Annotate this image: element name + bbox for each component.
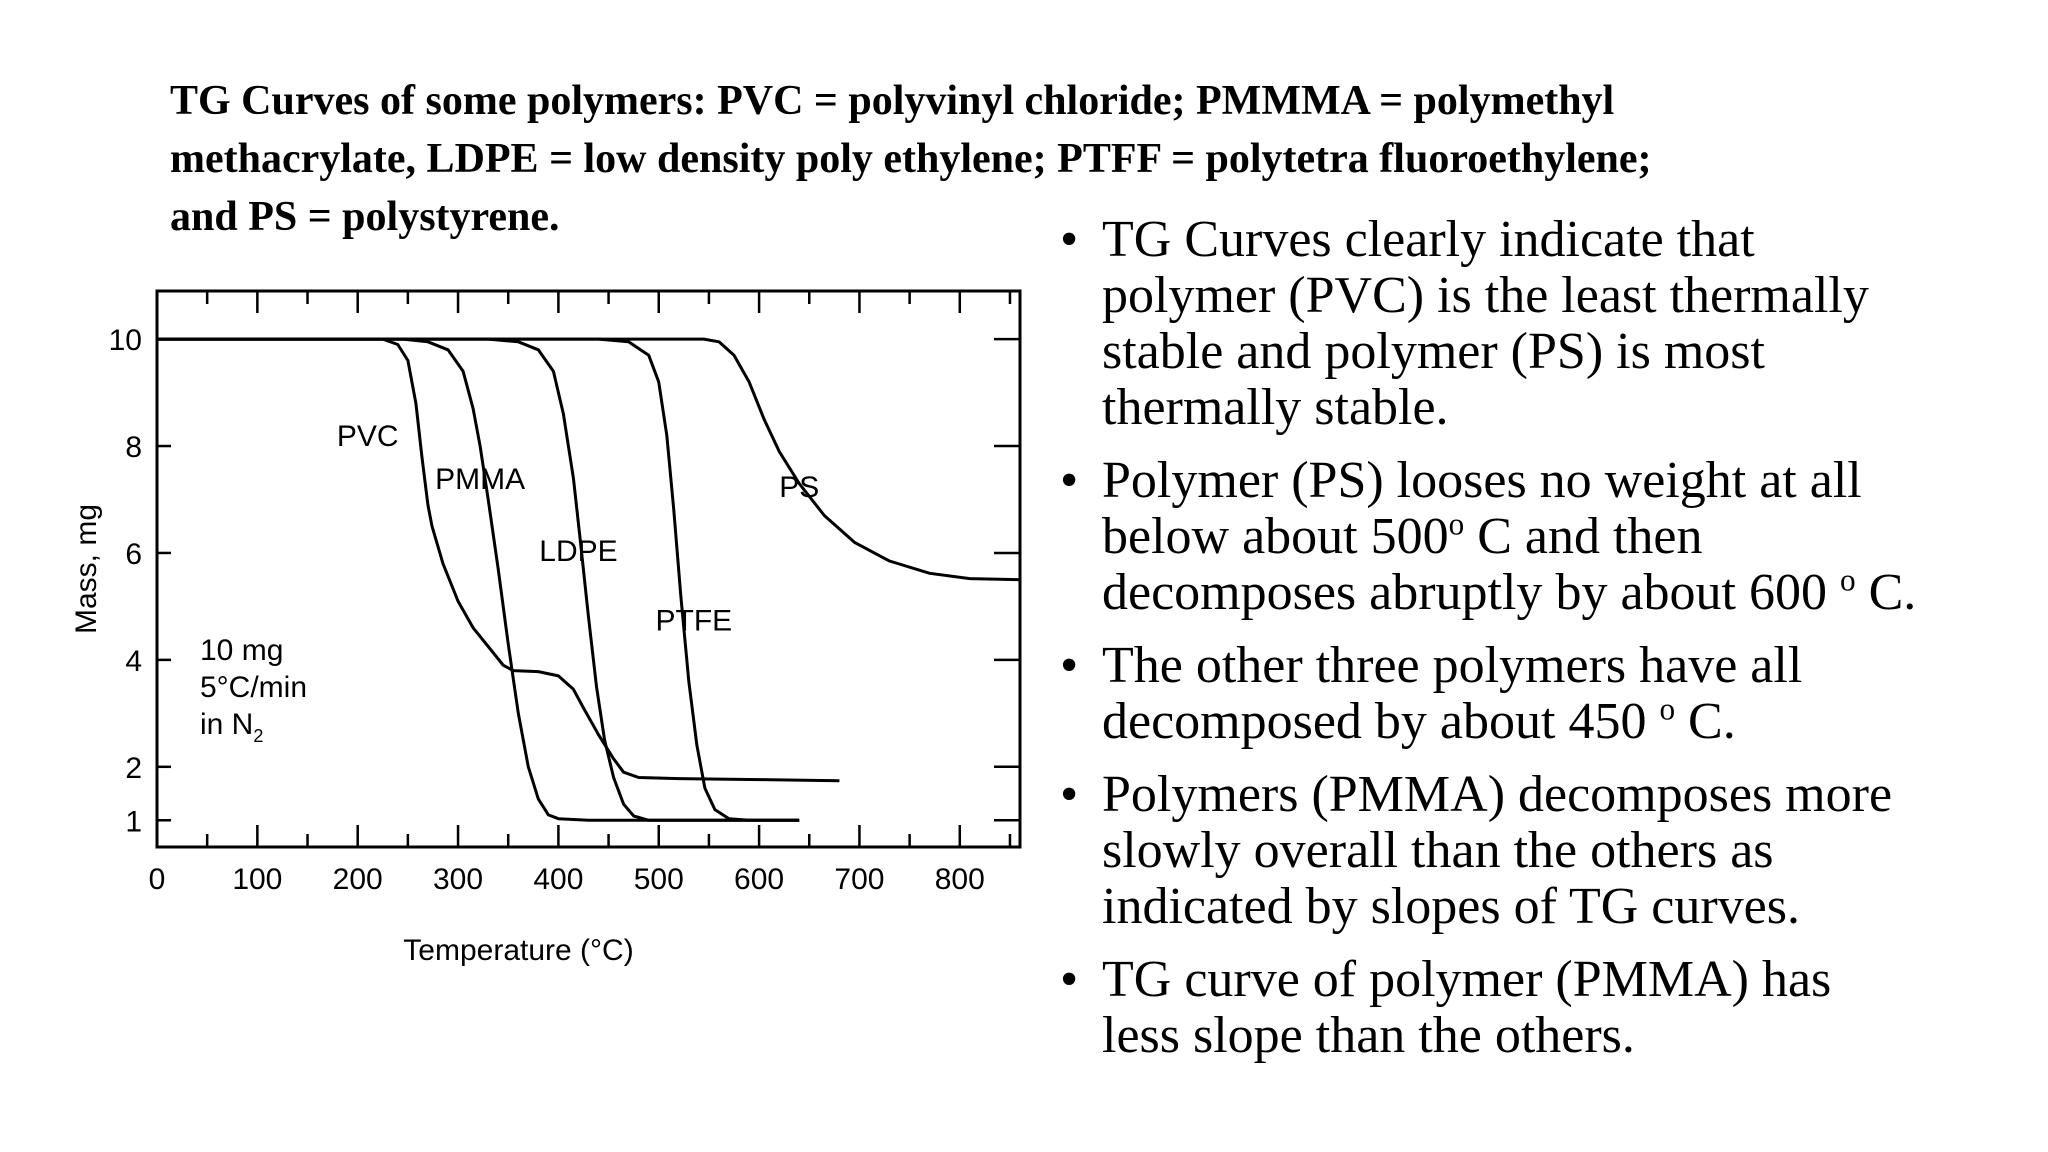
- curve-label-ps: PS: [779, 471, 819, 504]
- curve-label-pvc: PVC: [337, 420, 399, 453]
- bullet-item: • The other three polymers have all deco…: [1060, 638, 2020, 750]
- series-curve-ptfe: [157, 337, 800, 822]
- x-tick-label: 100: [232, 863, 282, 896]
- tg-curves-chart: 0 100 200 300 400 500 600 700 800 10 8 6 4 2 1 Temperat…: [70, 289, 1022, 967]
- x-tick-label: 200: [333, 863, 383, 896]
- bullet-text: decomposed by about 450: [1102, 693, 1660, 750]
- bullet-line: TG Curves clearly indicate that: [1102, 211, 1755, 268]
- bullet-dot: •: [1060, 452, 1079, 509]
- series-curve-ps: [157, 337, 1021, 582]
- bullet-item: • Polymers (PMMA) decomposes more slowly…: [1060, 767, 2020, 935]
- curve-label-ldpe: LDPE: [539, 535, 617, 568]
- bullet-dot: •: [1060, 211, 1079, 268]
- x-axis-label: Temperature (°C): [403, 934, 633, 967]
- bullet-line: slowly overall than the others as: [1102, 822, 1774, 879]
- x-tick-label: 0: [149, 863, 166, 896]
- series-curve-pmma: [157, 337, 800, 822]
- bullet-text: decomposes abruptly by about 600: [1102, 564, 1840, 621]
- bullet-dot: •: [1060, 637, 1079, 694]
- degree-superscript: o: [1659, 691, 1676, 727]
- curve-label-ptfe: PTFE: [656, 604, 733, 637]
- y-tick-label: 8: [125, 431, 142, 464]
- bullet-dot: •: [1060, 951, 1079, 1008]
- bullet-line: decomposed by about 450 o C.: [1102, 694, 2020, 750]
- x-tick-label: 500: [634, 863, 684, 896]
- bullet-text: C.: [1675, 693, 1736, 750]
- bullet-text: C and then: [1464, 508, 1703, 565]
- plot-frame: [155, 289, 1022, 849]
- bullet-item: • TG Curves clearly indicate that polyme…: [1060, 212, 2020, 436]
- caption-line: methacrylate, LDPE = low density poly et…: [170, 136, 1652, 182]
- y-tick-label: 4: [125, 645, 142, 678]
- bullet-line: indicated by slopes of TG curves.: [1102, 878, 1800, 935]
- series-curve-pvc: [157, 337, 840, 783]
- y-tick-label: 2: [125, 752, 142, 785]
- series-curve-ldpe: [157, 337, 800, 822]
- bullet-line: The other three polymers have all: [1102, 637, 1803, 694]
- x-tick-label: 400: [533, 863, 583, 896]
- bullet-line: below about 500o C and then: [1102, 509, 2020, 565]
- bullet-line: thermally stable.: [1102, 379, 1449, 436]
- bullet-item: • TG curve of polymer (PMMA) has less sl…: [1060, 952, 2020, 1064]
- annotation-heating-rate: 5°C/min: [200, 671, 307, 704]
- bullet-line: Polymers (PMMA) decomposes more: [1102, 766, 1893, 823]
- bullet-line: Polymer (PS) looses no weight at all: [1102, 452, 1862, 509]
- bullet-line: stable and polymer (PS) is most: [1102, 323, 1765, 380]
- annotation-subscript: 2: [253, 726, 263, 746]
- bullet-item: • Polymer (PS) looses no weight at all b…: [1060, 453, 2020, 621]
- caption-line: TG Curves of some polymers: PVC = polyvi…: [170, 78, 1615, 124]
- degree-superscript: o: [1448, 506, 1465, 542]
- degree-superscript: o: [1839, 562, 1856, 598]
- x-tick-label: 600: [734, 863, 784, 896]
- annotation-atmosphere: in N2: [200, 708, 263, 746]
- annotation-sample-mass: 10 mg: [200, 634, 283, 667]
- x-tick-label: 700: [834, 863, 884, 896]
- bullet-list: • TG Curves clearly indicate that polyme…: [1060, 212, 2020, 1081]
- bullet-text: C.: [1855, 564, 1917, 621]
- y-tick-label: 1: [125, 805, 142, 838]
- bullet-line: decomposes abruptly by about 600 o C.: [1102, 565, 2020, 621]
- caption-line: and PS = polystyrene.: [170, 194, 560, 240]
- y-tick-label: 6: [125, 538, 142, 571]
- bullet-text: below about 500: [1102, 508, 1449, 565]
- y-axis-label: Mass, mg: [70, 504, 103, 634]
- bullet-line: polymer (PVC) is the least thermally: [1102, 267, 1869, 324]
- x-tick-label: 300: [433, 863, 483, 896]
- bullet-line: less slope than the others.: [1102, 1007, 1635, 1064]
- y-tick-label: 10: [109, 324, 142, 357]
- chart-caption: TG Curves of some polymers: PVC = polyvi…: [170, 72, 1890, 246]
- x-tick-label: 800: [935, 863, 985, 896]
- curve-label-pmma: PMMA: [435, 463, 525, 496]
- bullet-line: TG curve of polymer (PMMA) has: [1102, 951, 1832, 1008]
- bullet-dot: •: [1060, 766, 1079, 823]
